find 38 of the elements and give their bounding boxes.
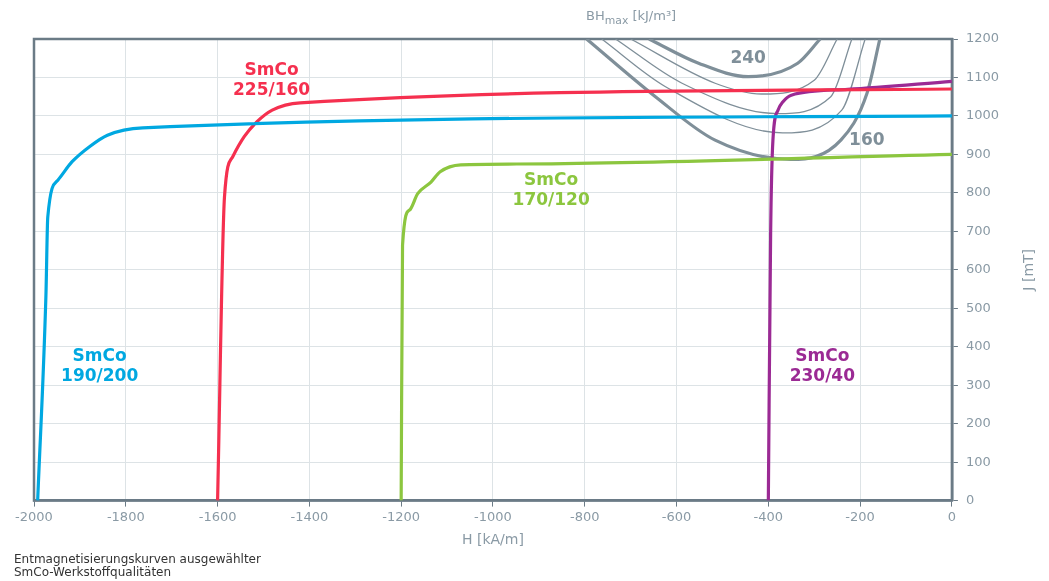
line-series — [614, 39, 853, 115]
x-tick-label: -1400 — [290, 508, 329, 524]
x-axis-title: H [kA/m] — [461, 531, 524, 548]
y-tick-label: 0 — [965, 491, 975, 507]
y-tick-label: 1100 — [965, 68, 1000, 84]
series-label: SmCo 190/200 — [61, 345, 139, 386]
y-axis-title: J [mT] — [1019, 248, 1036, 292]
x-tick-label: -1000 — [474, 508, 512, 524]
series-label: 160 — [849, 128, 885, 149]
text: BH$_{max}$ [kJ/m³] — [586, 8, 677, 27]
series-label: SmCo 170/120 — [512, 169, 590, 210]
y-tick-label: 800 — [965, 184, 991, 200]
x-tick-label: -200 — [845, 508, 875, 524]
line-series — [399, 152, 952, 501]
series-label: SmCo 230/40 — [789, 345, 856, 386]
y-tick-label: 900 — [965, 145, 991, 161]
x-tick-label: -600 — [661, 508, 692, 524]
x-tick-label: -1200 — [382, 508, 421, 524]
series-label: 240 — [730, 47, 767, 68]
x-tick-label: 0 — [947, 508, 957, 524]
x-tick-label: -800 — [569, 508, 600, 524]
y-tick-label: 600 — [965, 261, 991, 277]
x-tick-label: -1800 — [106, 508, 145, 524]
line-series — [601, 39, 866, 134]
y-tick-label: 1200 — [965, 30, 1000, 46]
x-tick-label: -400 — [753, 508, 784, 524]
y-tick-label: 300 — [965, 376, 991, 392]
y-tick-label: 700 — [965, 222, 991, 238]
x-tick-label: -2000 — [15, 508, 53, 524]
text: Entmagnetisierungskurven ausgewählter SmCo-Werkstoffqualitäten — [14, 552, 262, 579]
y-tick-label: 1000 — [965, 107, 1000, 123]
series-label: SmCo 225/160 — [232, 59, 311, 100]
line-series — [630, 39, 838, 95]
x-tick-label: -1600 — [198, 508, 237, 524]
y-tick-label: 100 — [965, 453, 991, 469]
y-tick-label: 200 — [965, 415, 991, 431]
y-tick-label: 400 — [965, 338, 991, 354]
y-tick-label: 500 — [965, 299, 991, 315]
